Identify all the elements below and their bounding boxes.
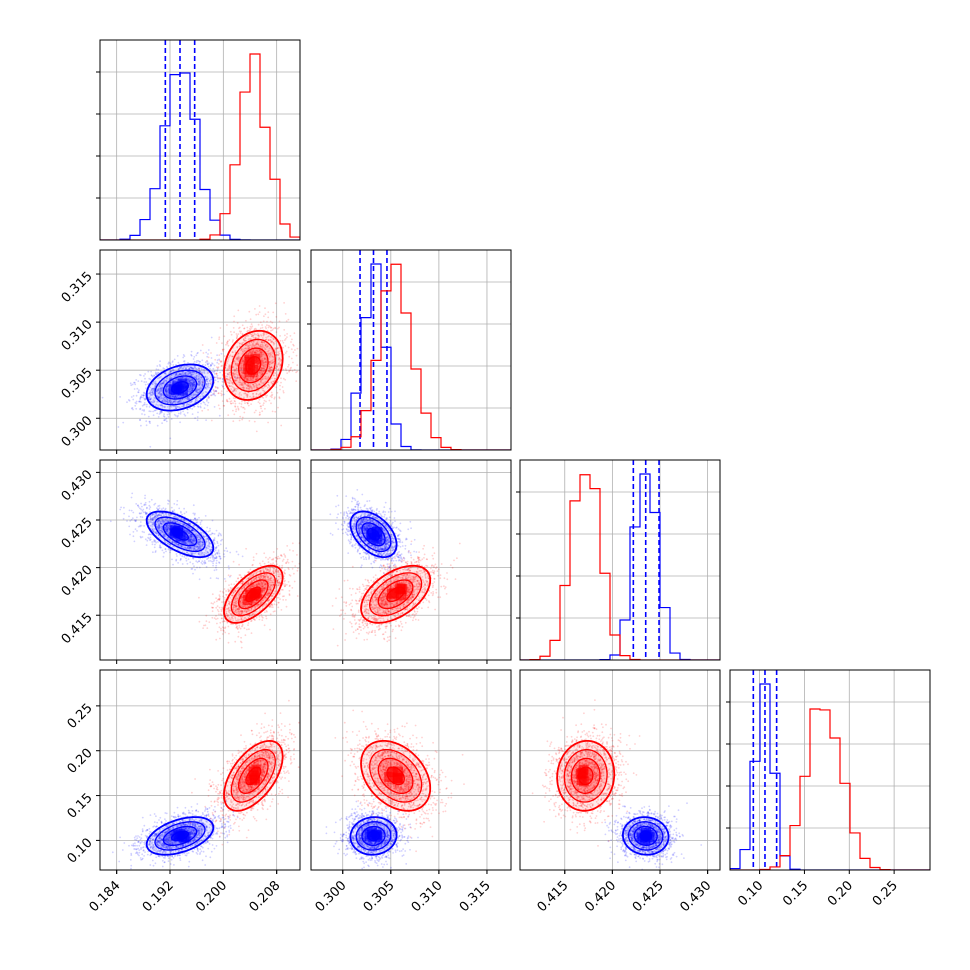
y-tick-label: 0.300 <box>59 413 96 450</box>
y-tick-label: 0.15 <box>65 791 96 822</box>
x-tick-label: 0.20 <box>825 878 856 909</box>
y-tick-label: 0.25 <box>65 701 96 732</box>
x-tick-label: 0.184 <box>87 878 124 915</box>
x-tick-label: 0.415 <box>535 878 572 915</box>
x-tick-label: 0.310 <box>409 878 446 915</box>
x-tick-label: 0.315 <box>457 878 494 915</box>
x-axis-4: 0.10 0.15 0.20 0.25 <box>735 870 901 909</box>
y-tick-label: 0.315 <box>59 269 96 306</box>
y-tick-label: 0.425 <box>59 515 96 552</box>
x-tick-label: 0.425 <box>630 878 667 915</box>
y-tick-label: 0.430 <box>59 467 96 504</box>
hist-panel-3 <box>516 459 721 661</box>
x-tick-label: 0.192 <box>140 878 177 915</box>
x-tick-label: 0.200 <box>193 878 230 915</box>
y-tick-label: 0.10 <box>65 835 96 866</box>
scatter-panel-4-1: 0.10 0.15 0.20 0.25 <box>65 669 301 874</box>
y-tick-label: 0.305 <box>59 365 96 402</box>
x-axis-3: 0.415 0.420 0.425 0.430 <box>535 870 715 915</box>
hist-panel-1 <box>96 39 301 241</box>
x-axis-1: 0.184 0.192 0.200 0.208 <box>87 870 284 915</box>
x-tick-label: 0.305 <box>361 878 398 915</box>
y-tick-label: 0.310 <box>59 317 96 354</box>
x-tick-label: 0.430 <box>678 878 715 915</box>
x-tick-label: 0.25 <box>870 878 901 909</box>
x-tick-label: 0.300 <box>313 878 350 915</box>
scatter-panel-4-2 <box>310 669 512 874</box>
histogram-blue <box>520 473 720 660</box>
x-tick-label: 0.208 <box>247 878 284 915</box>
histogram-red <box>311 263 511 450</box>
y-tick-label: 0.20 <box>65 746 96 777</box>
scatter-panel-4-3 <box>519 669 721 874</box>
scatter-panel-2-1: 0.300 0.305 0.310 0.315 <box>59 249 301 454</box>
y-tick-label: 0.420 <box>59 563 96 600</box>
x-tick-label: 0.15 <box>780 878 811 909</box>
hist-panel-4 <box>726 669 931 871</box>
y-tick-label: 0.415 <box>59 610 96 647</box>
hist-panel-2 <box>307 249 512 451</box>
histogram-red <box>100 53 300 240</box>
x-axis-2: 0.300 0.305 0.310 0.315 <box>313 870 494 915</box>
scatter-panel-3-2 <box>310 459 512 664</box>
x-tick-label: 0.420 <box>582 878 619 915</box>
scatter-panel-3-1: 0.415 0.420 0.425 0.430 <box>59 459 301 664</box>
x-tick-label: 0.10 <box>735 878 766 909</box>
histogram-red <box>520 474 720 660</box>
